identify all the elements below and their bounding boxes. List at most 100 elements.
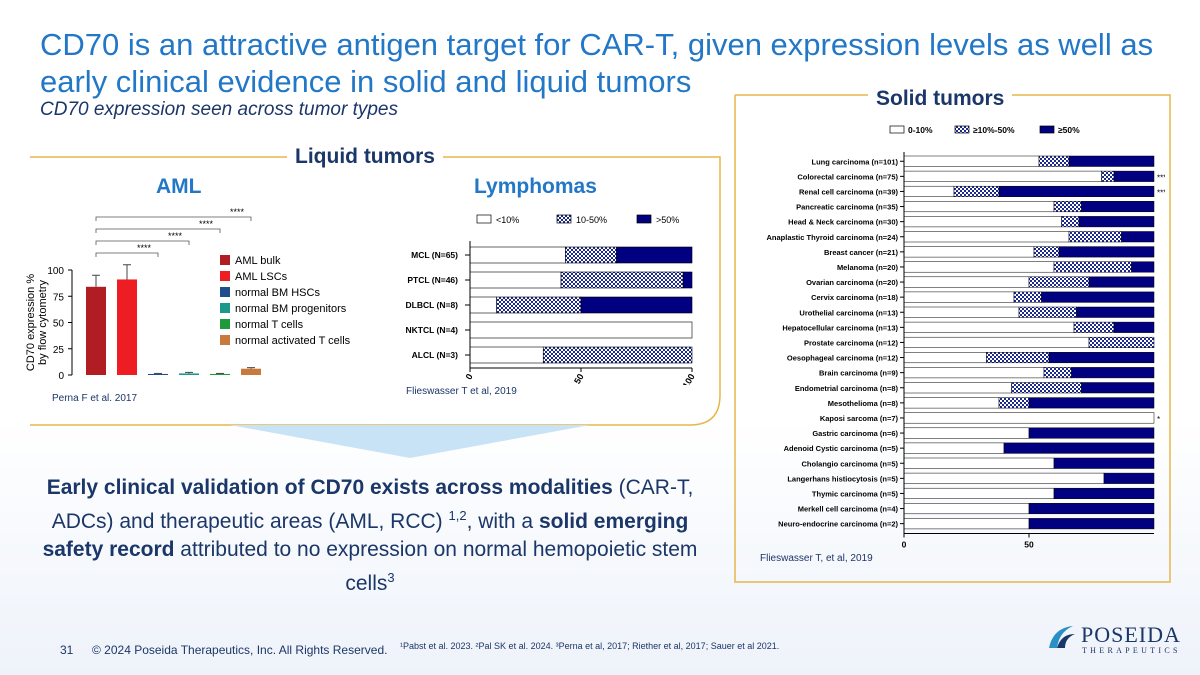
solid-category-label: Anaplastic Thyroid carcinoma (n=24): [767, 233, 899, 242]
solid-bar-segment: [903, 442, 1005, 454]
aml-y-axis-label: CD70 expression %by flow cytometry: [25, 274, 49, 371]
lym-category-label: PTCL (N=46): [407, 275, 458, 285]
solid-category-label: Melanoma (n=20): [837, 263, 899, 272]
lym-bar-segment: [580, 296, 693, 314]
lym-bar-segment: [469, 346, 544, 364]
solid-bar-segment: [1041, 291, 1155, 303]
solid-bar-segment: [903, 503, 1030, 515]
aml-y-tick-label: 0: [58, 371, 64, 382]
solid-category-label: Hepatocellular carcinoma (n=13): [782, 323, 898, 332]
page-subtitle: CD70 expression seen across tumor types: [40, 99, 398, 120]
solid-bar-segment: [1028, 518, 1155, 530]
solid-category-label: Colorectal carcinoma (n=75): [797, 172, 898, 181]
solid-category-label: Kaposi sarcoma (n=7): [820, 414, 899, 423]
solid-bar-segment: [1011, 382, 1082, 394]
solid-legend-swatch: [1039, 125, 1055, 134]
body-text-3: attributed to no expression on normal he…: [174, 538, 698, 595]
aml-heading: AML: [156, 175, 202, 198]
aml-y-tick-label: 100: [47, 266, 64, 277]
solid-bar-segment: [1018, 306, 1077, 318]
solid-bar-segment: [1113, 321, 1155, 333]
solid-bar-segment: [903, 367, 1045, 379]
solid-bar-segment: [1053, 201, 1082, 213]
solid-bar-segment: [903, 336, 1090, 348]
solid-bar-segment: [1088, 276, 1155, 288]
solid-category-label: Thymic carcinoma (n=5): [812, 489, 899, 498]
aml-y-tick-label: 75: [53, 292, 65, 303]
solid-bar-segment: [1068, 155, 1155, 167]
copyright: © 2024 Poseida Therapeutics, Inc. All Ri…: [92, 643, 388, 657]
lym-category-label: NKTCL (N=4): [406, 325, 459, 335]
solid-category-label: Brain carcinoma (n=9): [819, 369, 898, 378]
lym-legend-swatch: [636, 214, 652, 224]
lym-bar-segment: [469, 246, 566, 264]
solid-bar-segment: [986, 352, 1050, 364]
lym-bar-segment: [565, 246, 617, 264]
solid-category-label: Renal cell carcinoma (n=39): [799, 187, 899, 196]
lym-category-label: ALCL (N=3): [412, 350, 459, 360]
lym-bar-segment: [496, 296, 582, 314]
body-sup-2: 3: [387, 570, 395, 585]
solid-category-label: Mesothelioma (n=8): [828, 399, 899, 408]
solid-bar-segment: [1013, 291, 1042, 303]
solid-x-tick-label: 50: [1024, 540, 1034, 550]
solid-bar-segment: [1081, 382, 1155, 394]
solid-bar-segment: [998, 397, 1030, 409]
lym-x-tick-label: 50: [572, 372, 586, 385]
aml-legend-swatch: [220, 271, 230, 281]
solid-legend-label: 0-10%: [908, 125, 933, 135]
aml-bar: [117, 279, 137, 375]
page-title: CD70 is an attractive antigen target for…: [40, 27, 1154, 99]
solid-bar-segment: [1131, 261, 1155, 273]
liquid-tumors-label: Liquid tumors: [287, 145, 443, 169]
poseida-logo: POSEIDA THERAPEUTICS: [1045, 620, 1180, 660]
aml-legend-swatch: [220, 255, 230, 265]
solid-bar-segment: [903, 276, 1030, 288]
page-number: 31: [60, 643, 74, 657]
solid-category-label: Endometrial carcinoma (n=8): [795, 384, 899, 393]
solid-bar-segment: [903, 457, 1055, 469]
solid-bar-segment: [903, 382, 1012, 394]
solid-sig-label: *: [1157, 415, 1160, 424]
callout-arrow: [230, 425, 590, 458]
solid-bar-segment: [903, 246, 1035, 258]
aml-source: Perna F et al. 2017: [52, 393, 138, 404]
lym-bar-segment: [560, 271, 684, 289]
solid-category-label: Head & Neck carcinoma (n=30): [788, 218, 898, 227]
solid-category-label: Urothelial carcinoma (n=13): [799, 308, 898, 317]
solid-category-label: Prostate carcinoma (n=12): [804, 338, 898, 347]
solid-bar-segment: [903, 306, 1020, 318]
lym-category-label: MCL (N=65): [411, 250, 458, 260]
solid-bar-segment: [1081, 201, 1155, 213]
solid-bar-segment: [903, 231, 1070, 243]
solid-bar-segment: [1033, 246, 1060, 258]
aml-legend-label: AML LSCs: [235, 271, 288, 283]
aml-legend-swatch: [220, 287, 230, 297]
solid-category-label: Gastric carcinoma (n=6): [812, 429, 898, 438]
logo-word: POSEIDA: [1081, 622, 1181, 647]
body-bold-1: Early clinical validation of CD70 exists…: [46, 476, 613, 499]
body-bold-2: solid emerging safety record: [42, 510, 689, 561]
lym-bar-segment: [469, 321, 693, 339]
solid-bar-segment: [1038, 155, 1070, 167]
solid-bar-segment: [903, 321, 1075, 333]
solid-bar-segment: [1058, 246, 1155, 258]
aml-sig-bracket: [95, 240, 190, 245]
solid-bar-segment: [1088, 336, 1155, 348]
solid-tumors-label: Solid tumors: [868, 87, 1013, 111]
lym-bar-segment: [469, 271, 562, 289]
solid-bar-segment: [903, 155, 1040, 167]
solid-category-label: Adenoid Cystic carcinoma (n=5): [784, 444, 899, 453]
solid-bar-segment: [903, 261, 1055, 273]
solid-bar-segment: [1028, 397, 1155, 409]
lym-bar-segment: [682, 271, 693, 289]
solid-legend-swatch: [954, 125, 970, 134]
clinical-validation-text: Early clinical validation of CD70 exists…: [40, 474, 700, 598]
aml-sig-label: ****: [137, 243, 152, 253]
solid-bar-segment: [903, 216, 1062, 228]
wave-icon: [1049, 626, 1075, 648]
aml-legend-label: normal BM HSCs: [235, 287, 320, 299]
solid-bar-segment: [1028, 503, 1155, 515]
